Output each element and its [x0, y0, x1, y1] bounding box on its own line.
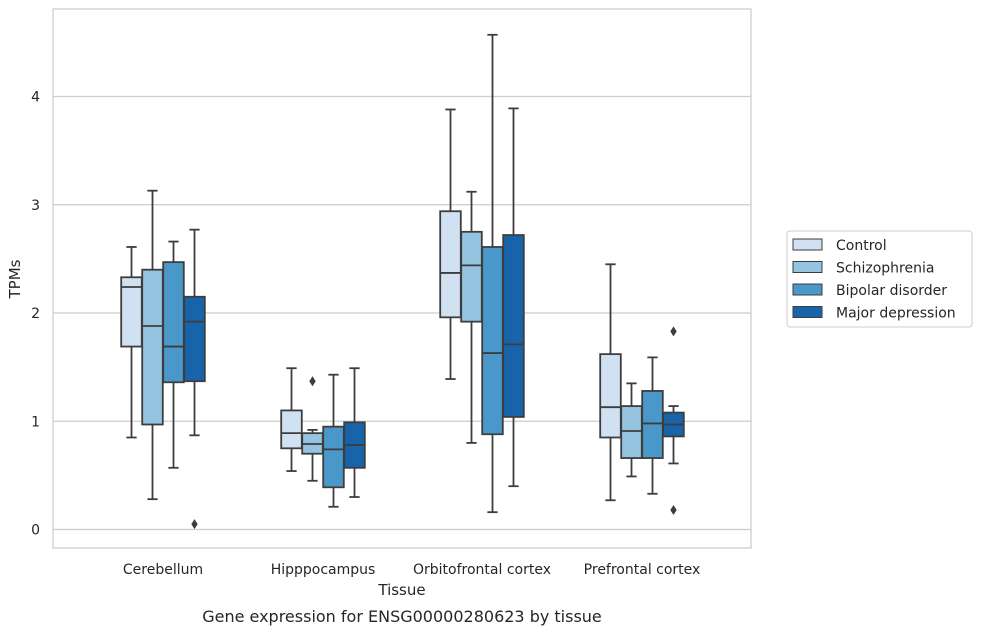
y-axis-label: TPMs	[6, 259, 24, 299]
box-3-1	[343, 367, 366, 498]
box-iqr	[481, 246, 504, 436]
plot-frame	[52, 8, 752, 549]
legend-label: Control	[836, 238, 887, 254]
y-tick-label: 2	[31, 306, 40, 322]
box-3-0	[183, 228, 206, 530]
box-iqr	[641, 390, 664, 459]
y-tick-label: 3	[31, 198, 40, 214]
outlier-point	[309, 376, 316, 387]
box-1-2	[460, 190, 483, 444]
box-3-3	[662, 326, 685, 516]
outlier-point	[670, 326, 677, 337]
x-tick-label: Orbitofrontal cortex	[413, 562, 551, 578]
box-0-3	[599, 263, 622, 502]
y-tick-labels: 0 1 2 3 4	[31, 90, 40, 539]
legend-label: Schizophrenia	[836, 261, 934, 277]
box-iqr	[620, 405, 643, 459]
box-0-1	[280, 367, 303, 472]
legend-swatch	[792, 238, 823, 251]
box-iqr	[322, 425, 345, 489]
legend-label: Major depression	[836, 306, 956, 322]
legend-swatch	[792, 306, 823, 318]
box-iqr	[439, 210, 462, 319]
x-tick-labels: Cerebellum Hipppocampus Orbitofrontal cort…	[123, 562, 700, 578]
box-iqr	[502, 234, 525, 418]
box-3-2	[502, 107, 525, 488]
box-iqr	[280, 409, 303, 450]
box-iqr	[183, 295, 206, 383]
box-2-1	[322, 373, 345, 508]
legend-swatch	[792, 261, 823, 273]
x-tick-label: Cerebellum	[123, 562, 203, 578]
box-1-3	[620, 382, 643, 478]
box-iqr	[141, 268, 164, 426]
outlier-point	[670, 505, 677, 516]
box-2-3	[641, 356, 664, 495]
box-2-0	[162, 240, 185, 469]
legend-label: Bipolar disorder	[836, 283, 947, 299]
boxes	[120, 33, 685, 530]
box-iqr	[460, 230, 483, 323]
x-tick-label: Hipppocampus	[271, 562, 376, 578]
y-tick-label: 4	[31, 90, 40, 106]
box-0-0	[120, 246, 143, 439]
box-iqr	[599, 353, 622, 439]
box-2-2	[481, 33, 504, 514]
y-tick-label: 0	[31, 523, 40, 539]
x-axis-label: Tissue	[377, 581, 425, 599]
box-1-0	[141, 189, 164, 501]
box-1-1	[301, 376, 324, 482]
y-tick-label: 1	[31, 414, 40, 430]
x-tick-label: Prefrontal cortex	[584, 562, 701, 578]
legend-swatch	[792, 283, 823, 296]
chart-caption: Gene expression for ENSG00000280623 by t…	[202, 607, 602, 626]
legend-frame	[786, 230, 973, 328]
box-0-2	[439, 108, 462, 380]
legend: Control Schizophrenia Bipolar disorder Majo…	[786, 230, 973, 328]
box-iqr	[162, 261, 185, 384]
outlier-point	[191, 519, 198, 530]
